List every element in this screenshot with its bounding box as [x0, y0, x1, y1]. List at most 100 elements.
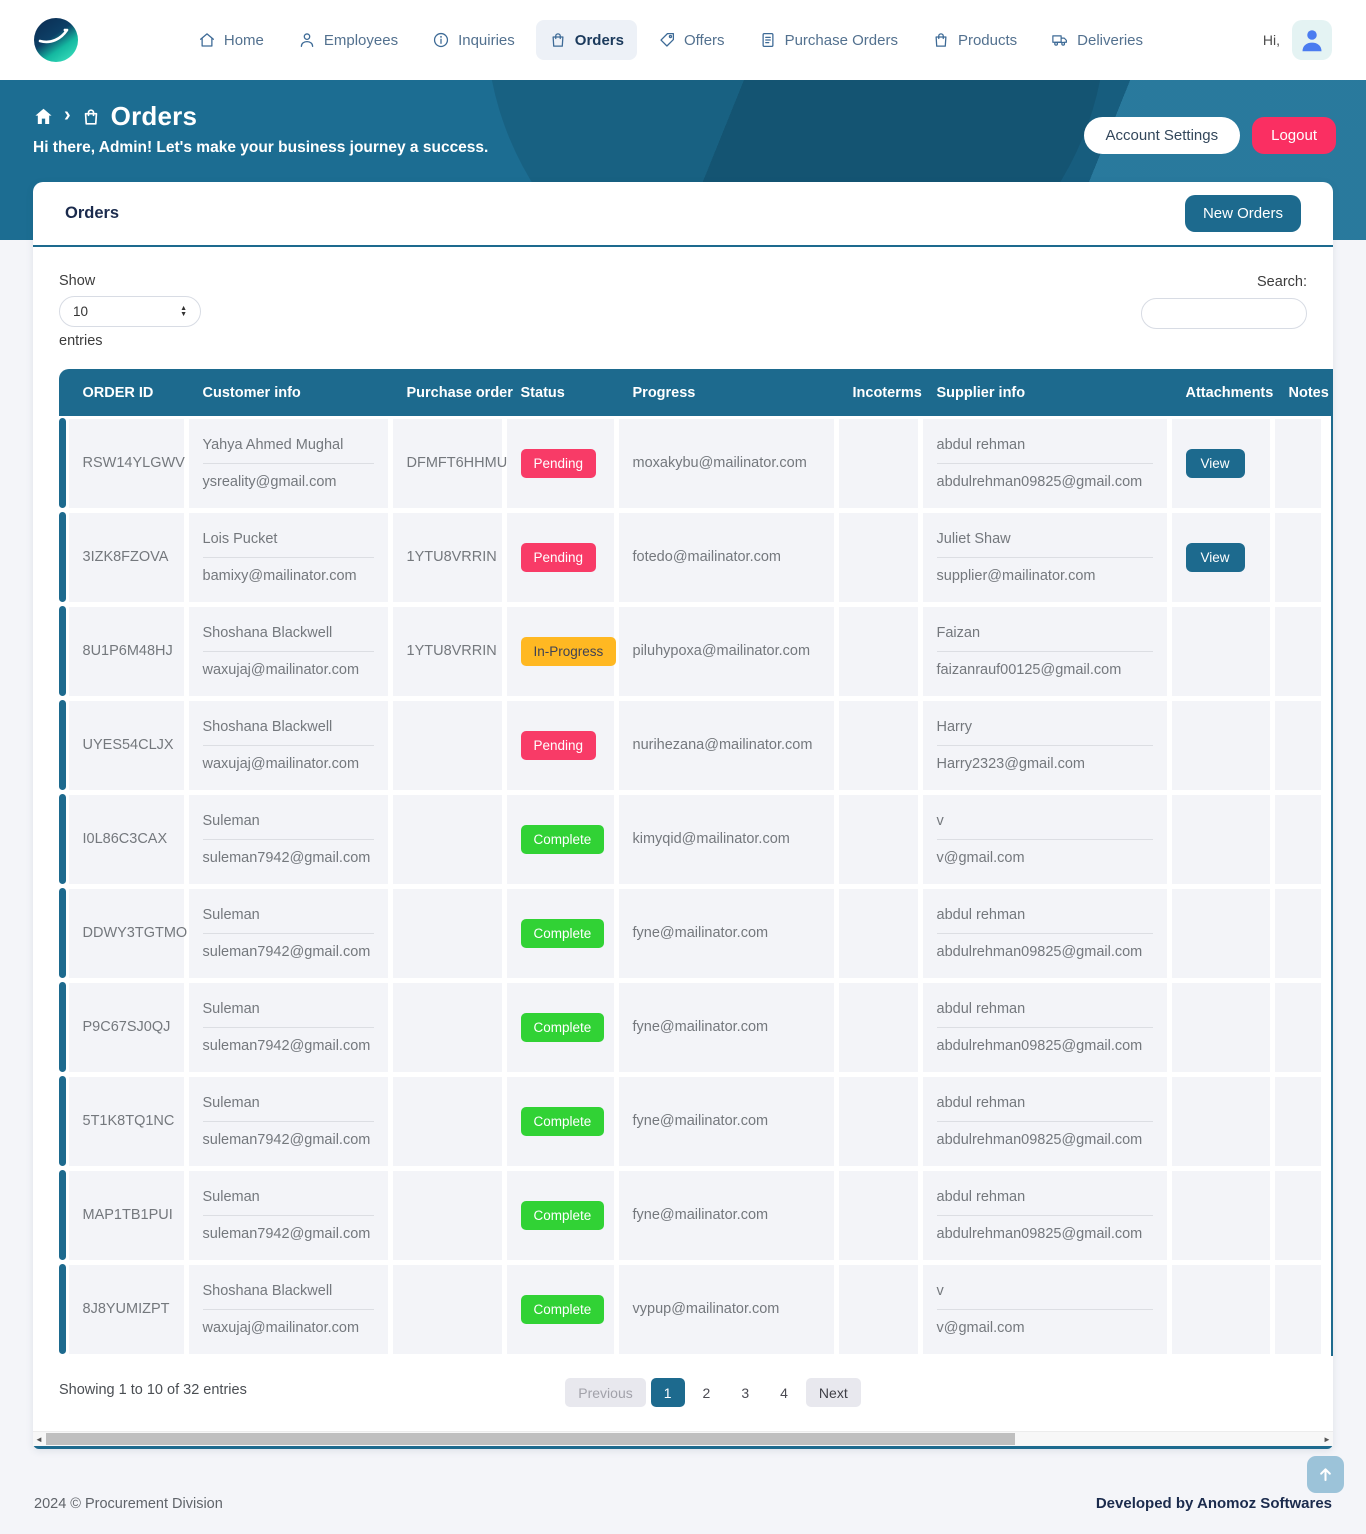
- page-title: Orders: [110, 101, 198, 131]
- status-badge: Pending: [520, 448, 597, 478]
- page-size-select[interactable]: 10 ▲ ▼: [59, 296, 201, 327]
- status-cell: Complete: [506, 888, 614, 978]
- nav-item-products[interactable]: Products: [919, 20, 1030, 60]
- incoterms-cell: [838, 418, 918, 508]
- customer-email: bamixy@mailinator.com: [202, 567, 357, 584]
- attachments-cell: [1171, 888, 1270, 978]
- pagination-page-button[interactable]: 1: [650, 1378, 685, 1407]
- breadcrumb-home-icon[interactable]: [33, 106, 54, 127]
- logout-button[interactable]: Logout: [1252, 117, 1336, 154]
- progress-email: piluhypoxa@mailinator.com: [632, 643, 811, 659]
- avatar-person-icon: [1302, 30, 1322, 52]
- column-header[interactable]: Purchase order: [406, 384, 513, 401]
- status-badge: Complete: [520, 824, 605, 854]
- nav-item-offers[interactable]: Offers: [645, 20, 738, 60]
- horizontal-scrollbar[interactable]: ◄ ►: [33, 1431, 1333, 1446]
- notes-cell: [1274, 1170, 1321, 1260]
- pagination-page-button[interactable]: 3: [728, 1378, 762, 1407]
- supplier-email: v@gmail.com: [936, 1319, 1025, 1336]
- order-id: DDWY3TGTMO: [82, 925, 188, 941]
- nav-right: Hi,: [1263, 20, 1332, 60]
- card-title: Orders: [65, 204, 120, 222]
- entries-label: entries: [59, 333, 103, 349]
- truck-icon: [1052, 35, 1068, 46]
- table-body: RSW14YLGWV Yahya Ahmed Mughal ysreality@gm…: [59, 416, 1331, 1356]
- customer-name: Suleman: [202, 1188, 260, 1205]
- pagination-next-button[interactable]: Next: [805, 1378, 861, 1407]
- shopping-bag-icon: [552, 33, 564, 47]
- supplier-info-cell: Juliet Shaw supplier@mailinator.com: [922, 512, 1167, 602]
- nav-item-orders[interactable]: Orders: [535, 20, 637, 60]
- incoterms-cell: [838, 888, 918, 978]
- column-header[interactable]: Status: [520, 384, 565, 401]
- customer-name: Suleman: [202, 1094, 260, 1111]
- nav-label: Orders: [574, 31, 624, 49]
- scrollbar-thumb[interactable]: [46, 1433, 1015, 1445]
- nav-item-inquiries[interactable]: Inquiries: [419, 20, 528, 60]
- nav-item-deliveries[interactable]: Deliveries: [1038, 20, 1156, 60]
- table-row: 5T1K8TQ1NC Suleman suleman7942@gmail.com Co…: [59, 1074, 1331, 1168]
- status-badge: Complete: [520, 1012, 605, 1042]
- account-settings-button[interactable]: Account Settings: [1083, 117, 1241, 154]
- document-icon: [762, 32, 774, 48]
- pagination-page-button[interactable]: 2: [690, 1378, 724, 1407]
- scroll-right-arrow-icon[interactable]: ►: [1323, 1434, 1331, 1444]
- customer-name: Shoshana Blackwell: [202, 1282, 333, 1299]
- search-input[interactable]: [1141, 298, 1307, 329]
- column-header[interactable]: Attachments: [1185, 384, 1274, 401]
- status-cell: Pending: [506, 512, 614, 602]
- status-cell: Complete: [506, 1076, 614, 1166]
- table-row: DDWY3TGTMO Suleman suleman7942@gmail.com Co…: [59, 886, 1331, 980]
- pagination-page-button[interactable]: 4: [767, 1378, 801, 1407]
- view-attachment-button[interactable]: View: [1185, 542, 1245, 572]
- status-badge: Complete: [520, 1106, 605, 1136]
- new-orders-button[interactable]: New Orders: [1184, 195, 1301, 232]
- view-attachment-button[interactable]: View: [1185, 448, 1245, 478]
- column-header[interactable]: ORDER ID: [82, 384, 154, 401]
- supplier-email: Harry2323@gmail.com: [936, 755, 1086, 772]
- cell-divider: [936, 1026, 1153, 1028]
- scroll-to-top-button[interactable]: [1307, 1456, 1344, 1493]
- scroll-left-arrow-icon[interactable]: ◄: [35, 1434, 43, 1444]
- status-cell: Complete: [506, 982, 614, 1072]
- customer-info-cell: Suleman suleman7942@gmail.com: [188, 982, 388, 1072]
- cell-divider: [202, 556, 374, 558]
- customer-name: Yahya Ahmed Mughal: [202, 436, 344, 453]
- incoterms-cell: [838, 1076, 918, 1166]
- order-id-cell: 5T1K8TQ1NC: [68, 1076, 184, 1166]
- customer-email: waxujaj@mailinator.com: [202, 661, 360, 678]
- column-header[interactable]: Incoterms: [852, 384, 922, 401]
- cell-divider: [936, 932, 1153, 934]
- customer-info-cell: Yahya Ahmed Mughal ysreality@gmail.com: [188, 418, 388, 508]
- purchase-order-code: DFMFT6HHMU: [406, 455, 508, 471]
- column-header[interactable]: Progress: [632, 384, 696, 401]
- purchase-order-code: 1YTU8VRRIN: [406, 549, 497, 565]
- table-row: I0L86C3CAX Suleman suleman7942@gmail.com Co…: [59, 792, 1331, 886]
- nav-item-purchase-orders[interactable]: Purchase Orders: [746, 20, 911, 60]
- column-header[interactable]: Customer info: [202, 384, 301, 401]
- table-row: UYES54CLJX Shoshana Blackwell waxujaj@mail…: [59, 698, 1331, 792]
- customer-info-cell: Shoshana Blackwell waxujaj@mailinator.com: [188, 1264, 388, 1354]
- status-badge: Complete: [520, 918, 605, 948]
- nav-item-employees[interactable]: Employees: [285, 20, 411, 60]
- search-label: Search:: [1257, 274, 1307, 290]
- customer-info-cell: Suleman suleman7942@gmail.com: [188, 1170, 388, 1260]
- status-cell: Complete: [506, 794, 614, 884]
- supplier-name: Juliet Shaw: [936, 530, 1011, 547]
- cell-divider: [936, 1120, 1153, 1122]
- user-avatar[interactable]: [1292, 20, 1332, 60]
- cell-divider: [202, 838, 374, 840]
- column-header[interactable]: Notes: [1288, 384, 1329, 401]
- pagination-previous-button[interactable]: Previous: [565, 1378, 646, 1407]
- column-header[interactable]: Supplier info: [936, 384, 1026, 401]
- nav-item-home[interactable]: Home: [185, 20, 277, 60]
- app-logo[interactable]: [34, 18, 78, 62]
- order-id-cell: MAP1TB1PUI: [68, 1170, 184, 1260]
- cell-divider: [936, 462, 1153, 464]
- notes-cell: [1274, 1264, 1321, 1354]
- breadcrumb: › Orders: [33, 80, 1333, 132]
- order-id: 3IZK8FZOVA: [82, 549, 169, 565]
- order-id: 8U1P6M48HJ: [82, 643, 173, 659]
- customer-info-cell: Shoshana Blackwell waxujaj@mailinator.com: [188, 606, 388, 696]
- customer-info-cell: Lois Pucket bamixy@mailinator.com: [188, 512, 388, 602]
